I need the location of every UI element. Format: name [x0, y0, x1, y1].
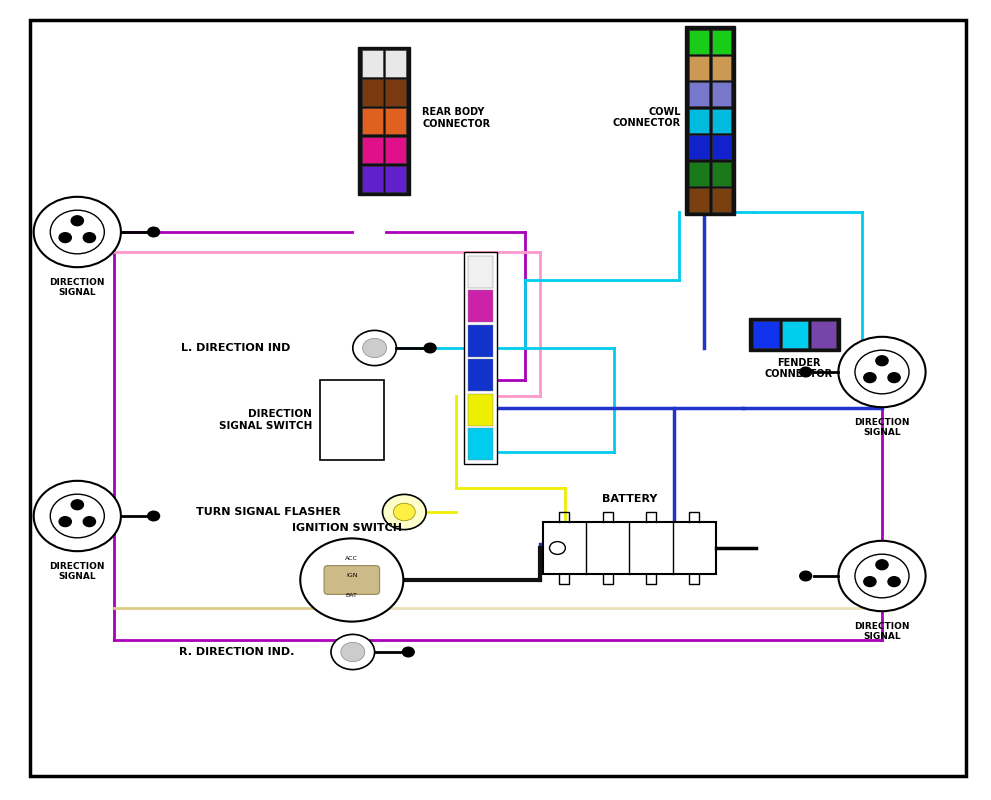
Text: FENDER
CONNECTOR: FENDER CONNECTOR	[765, 358, 832, 379]
FancyBboxPatch shape	[362, 108, 383, 134]
Text: DIRECTION
SIGNAL: DIRECTION SIGNAL	[50, 278, 105, 297]
FancyBboxPatch shape	[362, 50, 383, 77]
Text: IGNITION SWITCH: IGNITION SWITCH	[292, 523, 402, 533]
FancyBboxPatch shape	[469, 428, 494, 460]
FancyBboxPatch shape	[358, 47, 410, 195]
Circle shape	[363, 338, 386, 358]
Circle shape	[71, 500, 83, 510]
Text: DIRECTION
SIGNAL: DIRECTION SIGNAL	[854, 418, 910, 437]
Text: DIRECTION
SIGNAL SWITCH: DIRECTION SIGNAL SWITCH	[219, 409, 312, 430]
Text: IGN: IGN	[346, 574, 358, 578]
FancyBboxPatch shape	[469, 394, 494, 426]
Circle shape	[300, 538, 403, 622]
Circle shape	[424, 343, 436, 353]
Circle shape	[876, 560, 888, 570]
Text: BATTERY: BATTERY	[602, 494, 657, 504]
FancyBboxPatch shape	[689, 109, 709, 133]
Circle shape	[51, 494, 104, 538]
Text: BAT: BAT	[346, 594, 358, 598]
Circle shape	[855, 350, 909, 394]
FancyBboxPatch shape	[689, 135, 709, 159]
FancyBboxPatch shape	[712, 188, 731, 212]
Text: L. DIRECTION IND: L. DIRECTION IND	[181, 343, 290, 353]
Circle shape	[83, 233, 95, 242]
Text: ACC: ACC	[346, 556, 358, 561]
Circle shape	[34, 481, 121, 551]
Circle shape	[393, 503, 415, 521]
FancyBboxPatch shape	[362, 79, 383, 106]
Circle shape	[59, 517, 71, 526]
FancyBboxPatch shape	[464, 252, 496, 464]
FancyBboxPatch shape	[712, 162, 731, 186]
FancyBboxPatch shape	[385, 137, 406, 163]
Text: DIRECTION
SIGNAL: DIRECTION SIGNAL	[50, 562, 105, 581]
FancyBboxPatch shape	[385, 50, 406, 77]
FancyBboxPatch shape	[712, 56, 731, 80]
Circle shape	[864, 373, 876, 382]
Circle shape	[888, 577, 900, 586]
FancyBboxPatch shape	[685, 26, 735, 215]
Circle shape	[855, 554, 909, 598]
FancyBboxPatch shape	[712, 82, 731, 106]
FancyBboxPatch shape	[689, 162, 709, 186]
FancyBboxPatch shape	[362, 137, 383, 163]
FancyBboxPatch shape	[543, 522, 716, 574]
Text: DIRECTION
SIGNAL: DIRECTION SIGNAL	[854, 622, 910, 641]
FancyBboxPatch shape	[749, 318, 840, 351]
FancyBboxPatch shape	[362, 166, 383, 192]
Circle shape	[800, 367, 812, 377]
Circle shape	[876, 356, 888, 366]
Circle shape	[402, 647, 414, 657]
FancyBboxPatch shape	[689, 56, 709, 80]
Circle shape	[148, 227, 160, 237]
FancyBboxPatch shape	[469, 359, 494, 391]
Circle shape	[59, 233, 71, 242]
FancyBboxPatch shape	[385, 166, 406, 192]
FancyBboxPatch shape	[753, 321, 779, 348]
FancyBboxPatch shape	[320, 380, 384, 460]
FancyBboxPatch shape	[712, 135, 731, 159]
Circle shape	[838, 337, 926, 407]
FancyBboxPatch shape	[689, 188, 709, 212]
Circle shape	[864, 577, 876, 586]
FancyBboxPatch shape	[385, 79, 406, 106]
FancyBboxPatch shape	[811, 321, 836, 348]
Circle shape	[341, 642, 365, 662]
Circle shape	[331, 634, 375, 670]
FancyBboxPatch shape	[712, 30, 731, 54]
Circle shape	[800, 571, 812, 581]
Circle shape	[34, 197, 121, 267]
FancyBboxPatch shape	[712, 109, 731, 133]
FancyBboxPatch shape	[324, 566, 380, 594]
Text: TURN SIGNAL FLASHER: TURN SIGNAL FLASHER	[196, 507, 341, 517]
Text: COWL
CONNECTOR: COWL CONNECTOR	[612, 107, 681, 128]
Text: REAR BODY
CONNECTOR: REAR BODY CONNECTOR	[422, 107, 491, 129]
Circle shape	[83, 517, 95, 526]
Circle shape	[71, 216, 83, 226]
Circle shape	[148, 511, 160, 521]
FancyBboxPatch shape	[469, 256, 494, 288]
FancyBboxPatch shape	[469, 325, 494, 357]
Circle shape	[888, 373, 900, 382]
Text: R. DIRECTION IND.: R. DIRECTION IND.	[179, 647, 294, 657]
Circle shape	[549, 542, 565, 554]
Circle shape	[383, 494, 426, 530]
Circle shape	[51, 210, 104, 254]
Circle shape	[838, 541, 926, 611]
FancyBboxPatch shape	[689, 30, 709, 54]
FancyBboxPatch shape	[782, 321, 808, 348]
FancyBboxPatch shape	[469, 290, 494, 322]
Circle shape	[353, 330, 396, 366]
FancyBboxPatch shape	[689, 82, 709, 106]
FancyBboxPatch shape	[385, 108, 406, 134]
